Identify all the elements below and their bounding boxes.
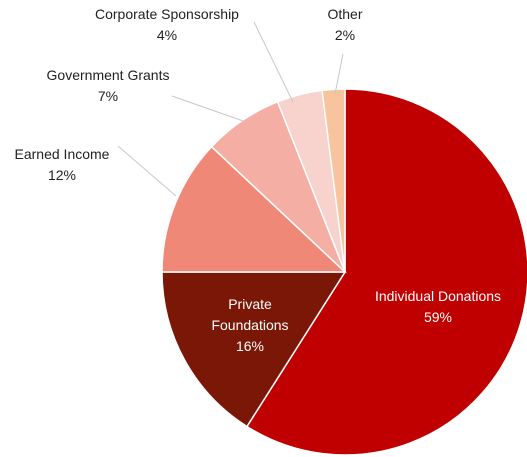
slice-earned-income (161, 145, 347, 273)
slice-label-government-grants: Government Grants (47, 67, 170, 83)
value-label-corporate-sponsorship: 4% (157, 27, 177, 43)
pie-slices (161, 88, 527, 456)
slice-label-individual-donations: Individual Donations (375, 288, 501, 304)
slice-label-earned-income: Earned Income (15, 146, 110, 162)
leader-line-corporate-sponsorship (253, 21, 294, 103)
slice-other (321, 88, 346, 273)
slice-label-private-foundations-line-2: Foundations (211, 317, 288, 333)
value-label-earned-income: 12% (48, 167, 76, 183)
slice-individual-donations (245, 88, 527, 456)
slice-labels: Individual Donations 59% Private Foundation… (15, 6, 502, 354)
value-label-other: 2% (335, 27, 355, 43)
slice-label-private-foundations-line-1: Private (228, 296, 272, 312)
slice-label-corporate-sponsorship: Corporate Sponsorship (95, 6, 239, 22)
value-label-individual-donations: 59% (424, 309, 452, 325)
value-label-private-foundations: 16% (236, 338, 264, 354)
leader-lines (117, 21, 344, 197)
value-label-government-grants: 7% (98, 88, 118, 104)
slice-private-foundations (161, 271, 347, 428)
leader-line-other (334, 53, 344, 95)
leader-line-earned-income (117, 145, 177, 197)
slice-label-other: Other (327, 6, 362, 22)
leader-line-government-grants (171, 95, 247, 123)
